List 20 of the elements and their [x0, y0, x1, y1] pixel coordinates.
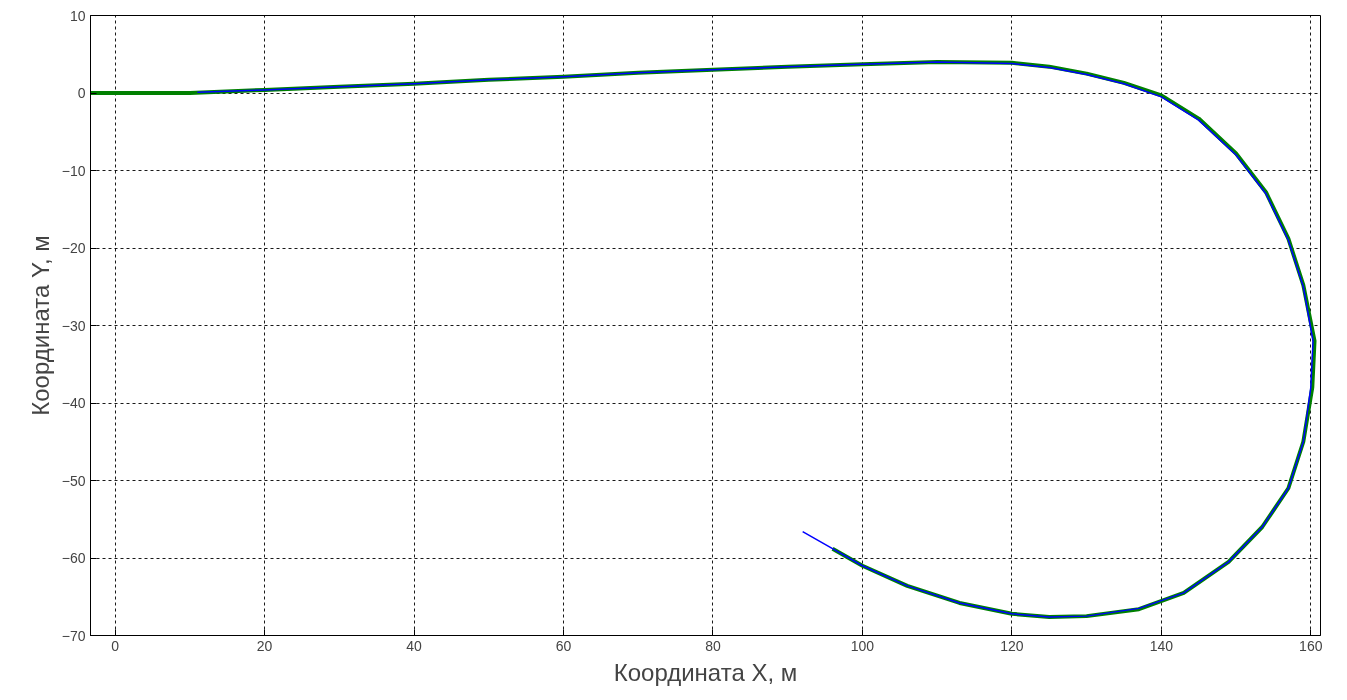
x-tick-label: 80 — [705, 637, 721, 654]
x-tick-label: 20 — [256, 637, 273, 654]
y-tick-label: −20 — [61, 240, 86, 256]
x-tick-label: 160 — [1299, 637, 1323, 654]
y-tick-label: −70 — [61, 627, 86, 644]
y-tick-label: −50 — [61, 472, 86, 489]
x-tick-label: 100 — [850, 637, 875, 654]
y-axis-title: Координата Y, м — [26, 235, 54, 416]
y-tick-label: 10 — [69, 7, 86, 24]
y-tick-label: −40 — [61, 395, 86, 411]
x-tick-label: 40 — [406, 637, 423, 654]
y-tick-label: −30 — [61, 317, 86, 334]
y-tick-label: −60 — [61, 550, 86, 566]
x-tick-label: 120 — [1000, 637, 1024, 654]
x-axis-title: Координата X, м — [613, 658, 798, 686]
x-tick-label: 140 — [1149, 637, 1174, 654]
x-tick-label: 60 — [555, 637, 572, 654]
x-tick-label: 0 — [111, 637, 120, 654]
y-tick-label: −10 — [61, 162, 86, 179]
y-tick-label: 0 — [77, 85, 86, 101]
